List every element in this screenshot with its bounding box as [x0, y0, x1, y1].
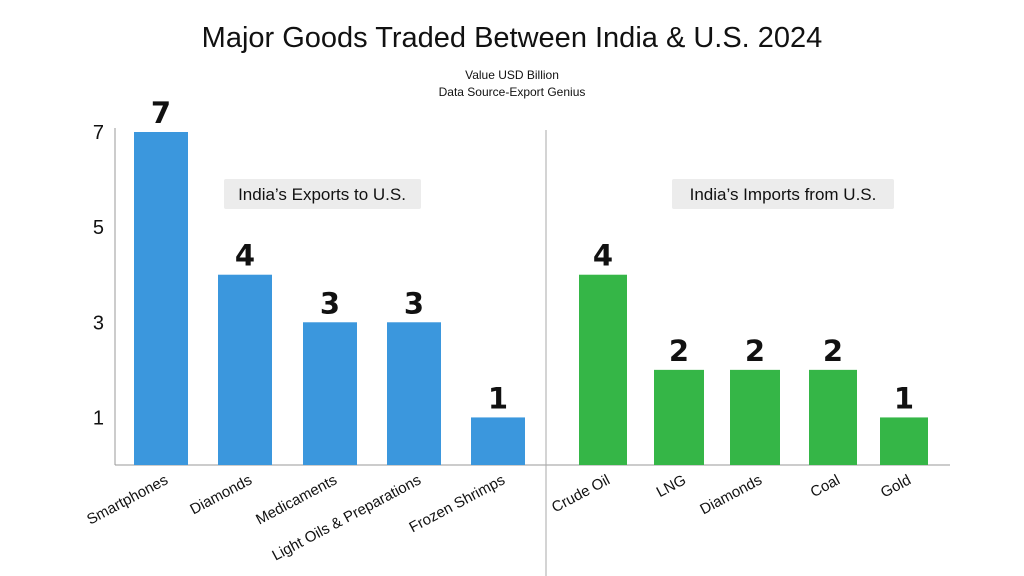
bar	[654, 369, 704, 465]
chart-source: Data Source-Export Genius	[438, 85, 586, 99]
data-label: 3	[320, 286, 340, 320]
panel-label-background	[224, 179, 421, 209]
bar	[218, 274, 272, 465]
data-label: 1	[488, 381, 508, 415]
category-label: Diamonds	[697, 472, 765, 519]
category-label: Frozen Shrimps	[406, 472, 507, 537]
data-label: 4	[235, 239, 255, 273]
data-label: 2	[745, 334, 765, 368]
data-label: 3	[404, 286, 424, 320]
data-label: 2	[669, 334, 689, 368]
data-label: 4	[593, 239, 613, 273]
y-tick-label: 7	[93, 122, 104, 144]
chart-title: Major Goods Traded Between India & U.S. …	[201, 22, 823, 54]
data-label: 2	[823, 334, 843, 368]
y-tick-label: 5	[93, 217, 104, 239]
panel-label-background	[672, 179, 894, 209]
panel-label: India’s Exports to U.S.	[238, 185, 406, 204]
data-label: 7	[151, 96, 171, 130]
panel-label: India’s Imports from U.S.	[690, 185, 877, 204]
category-label: Crude Oil	[549, 472, 613, 517]
bar	[730, 369, 780, 465]
bar	[809, 369, 857, 465]
category-label: LNG	[654, 472, 689, 501]
y-tick-label: 1	[93, 407, 104, 429]
bar	[303, 322, 357, 465]
category-label: Coal	[808, 472, 843, 501]
bar	[134, 132, 188, 465]
category-label: Diamonds	[187, 472, 255, 519]
category-label: Gold	[878, 472, 914, 502]
bar	[471, 417, 525, 465]
bar	[880, 417, 928, 465]
bar	[579, 274, 627, 465]
bar	[387, 322, 441, 465]
category-label: Light Oils & Preparations	[269, 472, 423, 565]
data-label: 1	[894, 381, 914, 415]
chart-subtitle: Value USD Billion	[465, 68, 559, 82]
y-tick-label: 3	[93, 312, 104, 334]
category-label: Smartphones	[84, 472, 171, 529]
